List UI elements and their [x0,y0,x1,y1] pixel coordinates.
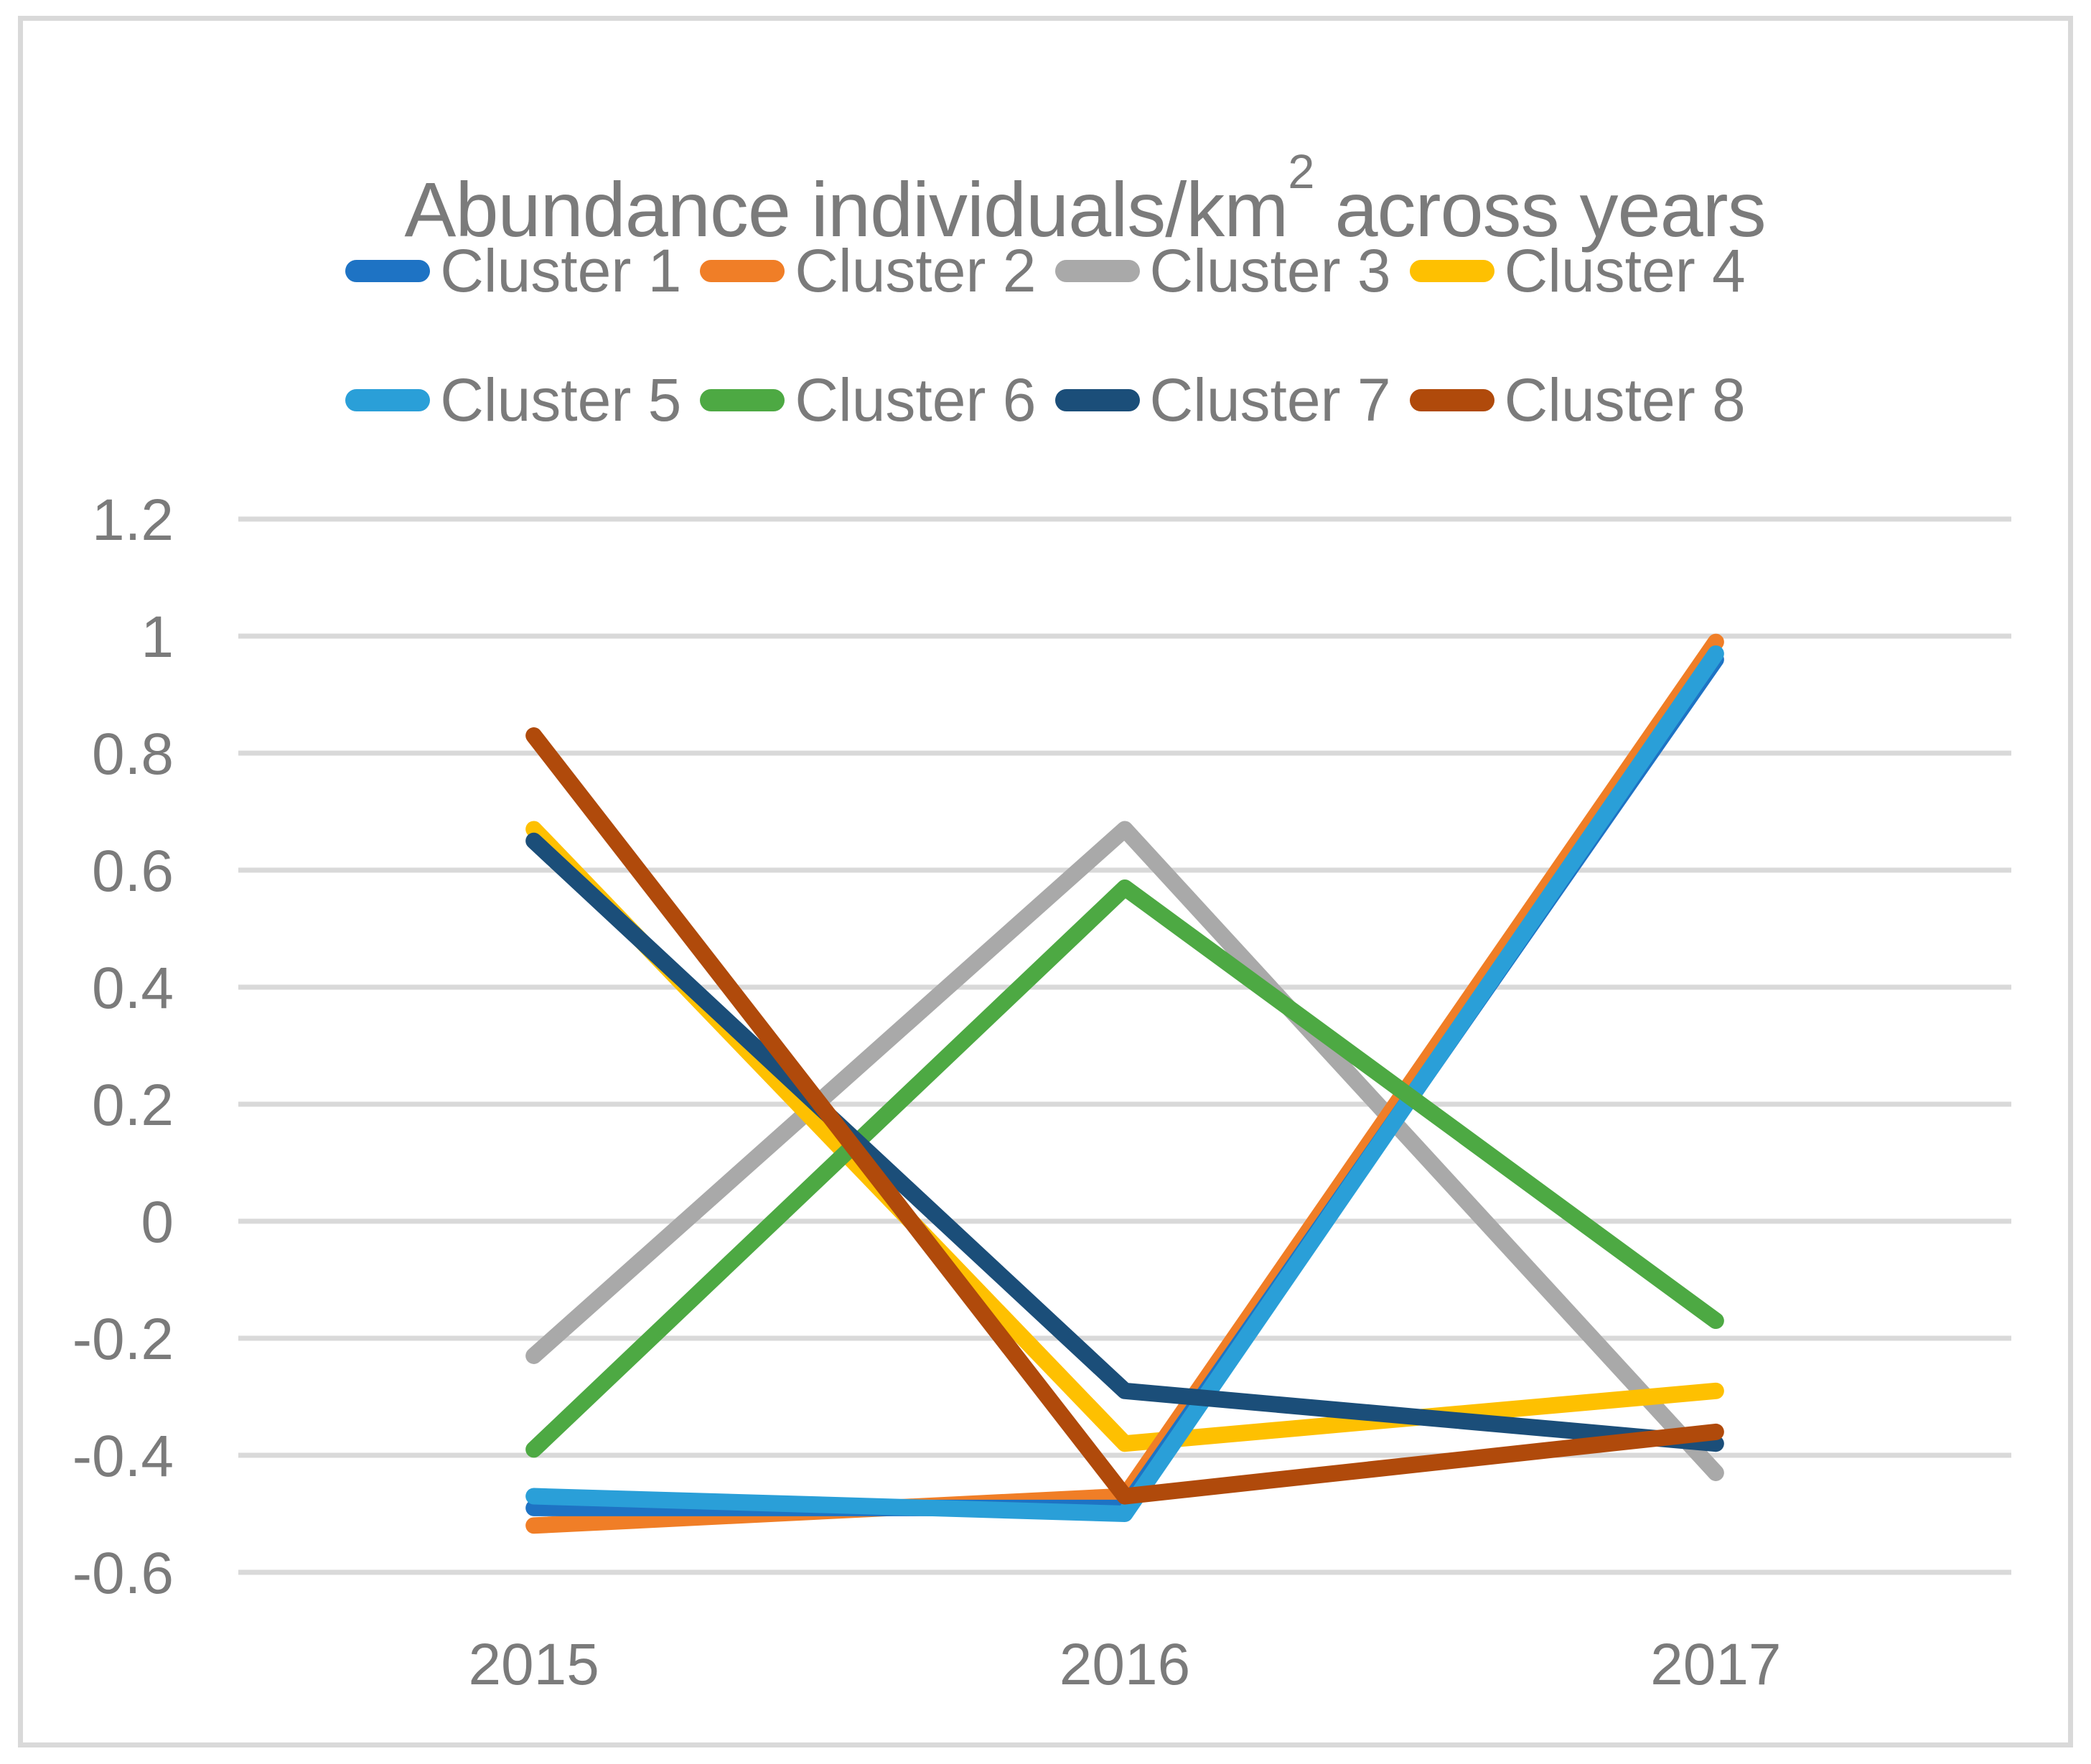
y-axis-tick-label: 1 [141,605,174,670]
legend-label: Cluster 6 [795,365,1037,434]
legend-swatch-icon [700,259,785,282]
series-line-cluster-8 [525,727,1724,1505]
legend-row-1: Cluster 1 Cluster 2 Cluster 3 Cluster 4 [0,231,2091,310]
legend-swatch-icon [345,259,431,282]
legend-swatch-icon [1054,259,1140,282]
y-axis-tick-label: 0.2 [92,1073,174,1138]
chart-title-superscript: 2 [1288,144,1314,199]
x-axis-tick-label: 2015 [468,1632,599,1697]
legend-swatch-icon [700,388,785,411]
legend-label: Cluster 4 [1504,236,1746,304]
legend-item-cluster-4: Cluster 4 [1409,236,1746,306]
legend-label: Cluster 3 [1149,236,1391,304]
y-axis-tick-label: 0 [141,1190,174,1255]
legend-label: Cluster 7 [1149,365,1391,434]
y-axis-tick-label: 0.8 [92,722,174,787]
legend-row-2: Cluster 5 Cluster 6 Cluster 7 Cluster 8 [0,360,2091,439]
y-axis-tick-label: 0.4 [92,956,174,1021]
legend-item-cluster-1: Cluster 1 [345,236,681,306]
legend-item-cluster-2: Cluster 2 [700,236,1037,306]
legend-item-cluster-6: Cluster 6 [700,365,1037,435]
legend-item-cluster-3: Cluster 3 [1054,236,1391,306]
legend-label: Cluster 5 [440,365,682,434]
y-axis-tick-label: 0.6 [92,839,174,904]
y-axis-tick-label: -0.2 [72,1307,174,1372]
legend-item-cluster-8: Cluster 8 [1409,365,1746,435]
chart-title-text: Abundance individuals/km [404,166,1288,253]
series-line-cluster-3 [525,821,1724,1481]
series-line-cluster-7 [525,832,1724,1452]
legend-item-cluster-5: Cluster 5 [345,365,681,435]
y-axis-tick-label: 1.2 [92,487,174,553]
chart-title-text-suffix: across years [1314,166,1766,253]
legend-swatch-icon [1054,388,1140,411]
legend-label: Cluster 1 [440,236,682,304]
legend-item-cluster-7: Cluster 7 [1054,365,1391,435]
legend-label: Cluster 8 [1504,365,1746,434]
legend-label: Cluster 2 [795,236,1037,304]
series-line-cluster-5 [525,645,1724,1522]
legend-swatch-icon [1409,259,1494,282]
chart-border-frame [18,16,2073,1747]
y-axis-tick-label: -0.6 [72,1541,174,1606]
x-axis-tick-label: 2016 [1059,1632,1190,1697]
y-axis-tick-label: -0.4 [72,1424,174,1489]
x-axis-tick-label: 2017 [1650,1632,1781,1697]
series-line-cluster-6 [525,879,1724,1458]
chart-title: Abundance individuals/km2 across years [0,75,2091,344]
legend-swatch-icon [345,388,431,411]
legend-swatch-icon [1409,388,1494,411]
